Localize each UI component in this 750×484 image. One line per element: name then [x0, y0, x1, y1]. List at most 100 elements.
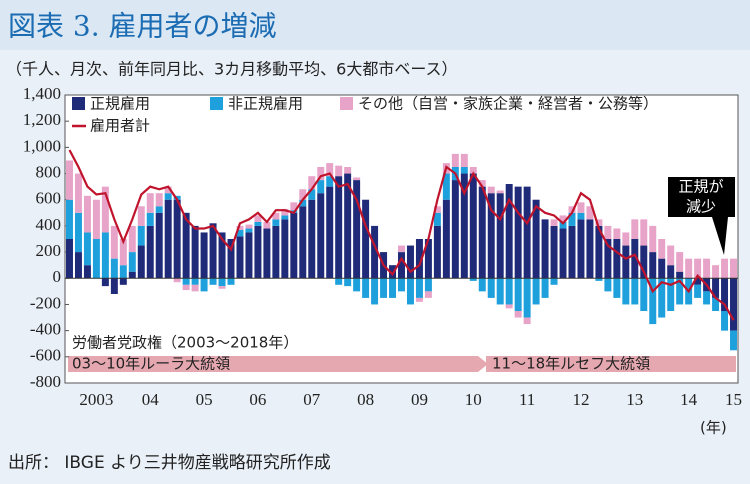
bar — [505, 304, 513, 309]
y-tick-label: -600 — [30, 346, 61, 365]
bar — [101, 232, 109, 279]
bar — [523, 317, 531, 325]
bar — [66, 199, 73, 239]
bar — [496, 278, 504, 305]
bar — [613, 278, 621, 298]
bar — [694, 278, 702, 285]
bar — [398, 278, 405, 292]
bar — [514, 186, 522, 279]
legend-swatch — [210, 97, 223, 110]
bar — [74, 173, 82, 213]
bar — [218, 232, 226, 279]
bar — [290, 202, 298, 211]
bar — [191, 225, 199, 279]
bar — [622, 245, 630, 279]
legend-label: 非正規雇用 — [228, 95, 303, 113]
bar — [586, 219, 594, 279]
bar — [424, 239, 432, 279]
bar — [281, 208, 289, 216]
bar — [415, 297, 423, 302]
y-tick-label: 200 — [36, 241, 62, 260]
x-tick-label: 06 — [249, 390, 266, 409]
bar — [209, 223, 217, 279]
bar — [460, 167, 468, 174]
bar — [532, 199, 540, 279]
bar — [254, 225, 262, 279]
bar — [451, 180, 459, 279]
bar — [469, 173, 477, 279]
bar — [685, 258, 693, 279]
bar — [478, 278, 486, 292]
bar — [577, 219, 585, 279]
bar — [299, 189, 307, 200]
bar — [667, 245, 675, 266]
bar — [74, 212, 82, 253]
bar — [263, 221, 271, 229]
bar — [317, 193, 325, 279]
bar — [119, 265, 127, 279]
bar — [469, 167, 477, 174]
bar — [451, 153, 459, 167]
bar — [128, 271, 136, 279]
x-tick-label: 12 — [572, 390, 589, 409]
bar — [577, 212, 585, 220]
bar — [173, 278, 181, 283]
period-label: 労働者党政権（2003～2018年） — [72, 334, 298, 352]
bar — [335, 176, 343, 279]
bar — [667, 278, 675, 311]
title-band — [0, 0, 750, 50]
bar — [182, 278, 190, 285]
x-tick-label: 13 — [626, 390, 643, 409]
bar — [658, 239, 666, 259]
bar — [532, 278, 540, 305]
bar — [595, 225, 603, 279]
bar — [613, 228, 621, 239]
bar — [640, 245, 648, 279]
bar — [622, 232, 630, 246]
bar — [514, 278, 522, 311]
chart-title: 図表 3. 雇用者の増減 — [8, 10, 277, 43]
bar — [721, 311, 729, 331]
bar — [227, 239, 235, 279]
bar — [119, 278, 127, 285]
bar — [137, 225, 145, 246]
bar — [595, 278, 603, 281]
bar — [487, 186, 495, 194]
bar — [353, 180, 361, 279]
bar — [362, 199, 370, 279]
bar — [101, 186, 109, 233]
bar — [442, 199, 450, 279]
y-tick-label: 1,000 — [23, 136, 61, 155]
bar — [559, 221, 567, 229]
bar — [676, 278, 684, 305]
bar — [505, 278, 513, 305]
bar — [344, 278, 352, 287]
bar — [146, 212, 154, 226]
bar — [371, 225, 379, 279]
bar — [712, 265, 720, 279]
x-tick-label: 09 — [411, 390, 428, 409]
x-tick-label: 08 — [357, 390, 374, 409]
bar — [245, 228, 253, 233]
bar — [478, 186, 486, 279]
bar — [514, 311, 522, 318]
bar — [568, 206, 576, 213]
bar — [137, 206, 145, 226]
bar — [424, 278, 432, 292]
bar — [182, 212, 190, 279]
bar — [622, 278, 630, 305]
bar — [712, 278, 720, 298]
bar — [577, 202, 585, 213]
bar — [631, 219, 639, 239]
x-tick-label: 15 — [725, 390, 742, 409]
bar — [371, 278, 379, 305]
bar — [281, 215, 289, 220]
bar — [398, 252, 405, 279]
bar — [272, 212, 280, 220]
bar — [586, 206, 594, 220]
bar — [550, 225, 558, 279]
y-tick-label: 400 — [36, 215, 62, 234]
bar — [299, 199, 307, 207]
bar — [703, 258, 711, 279]
legend-swatch — [72, 97, 85, 110]
